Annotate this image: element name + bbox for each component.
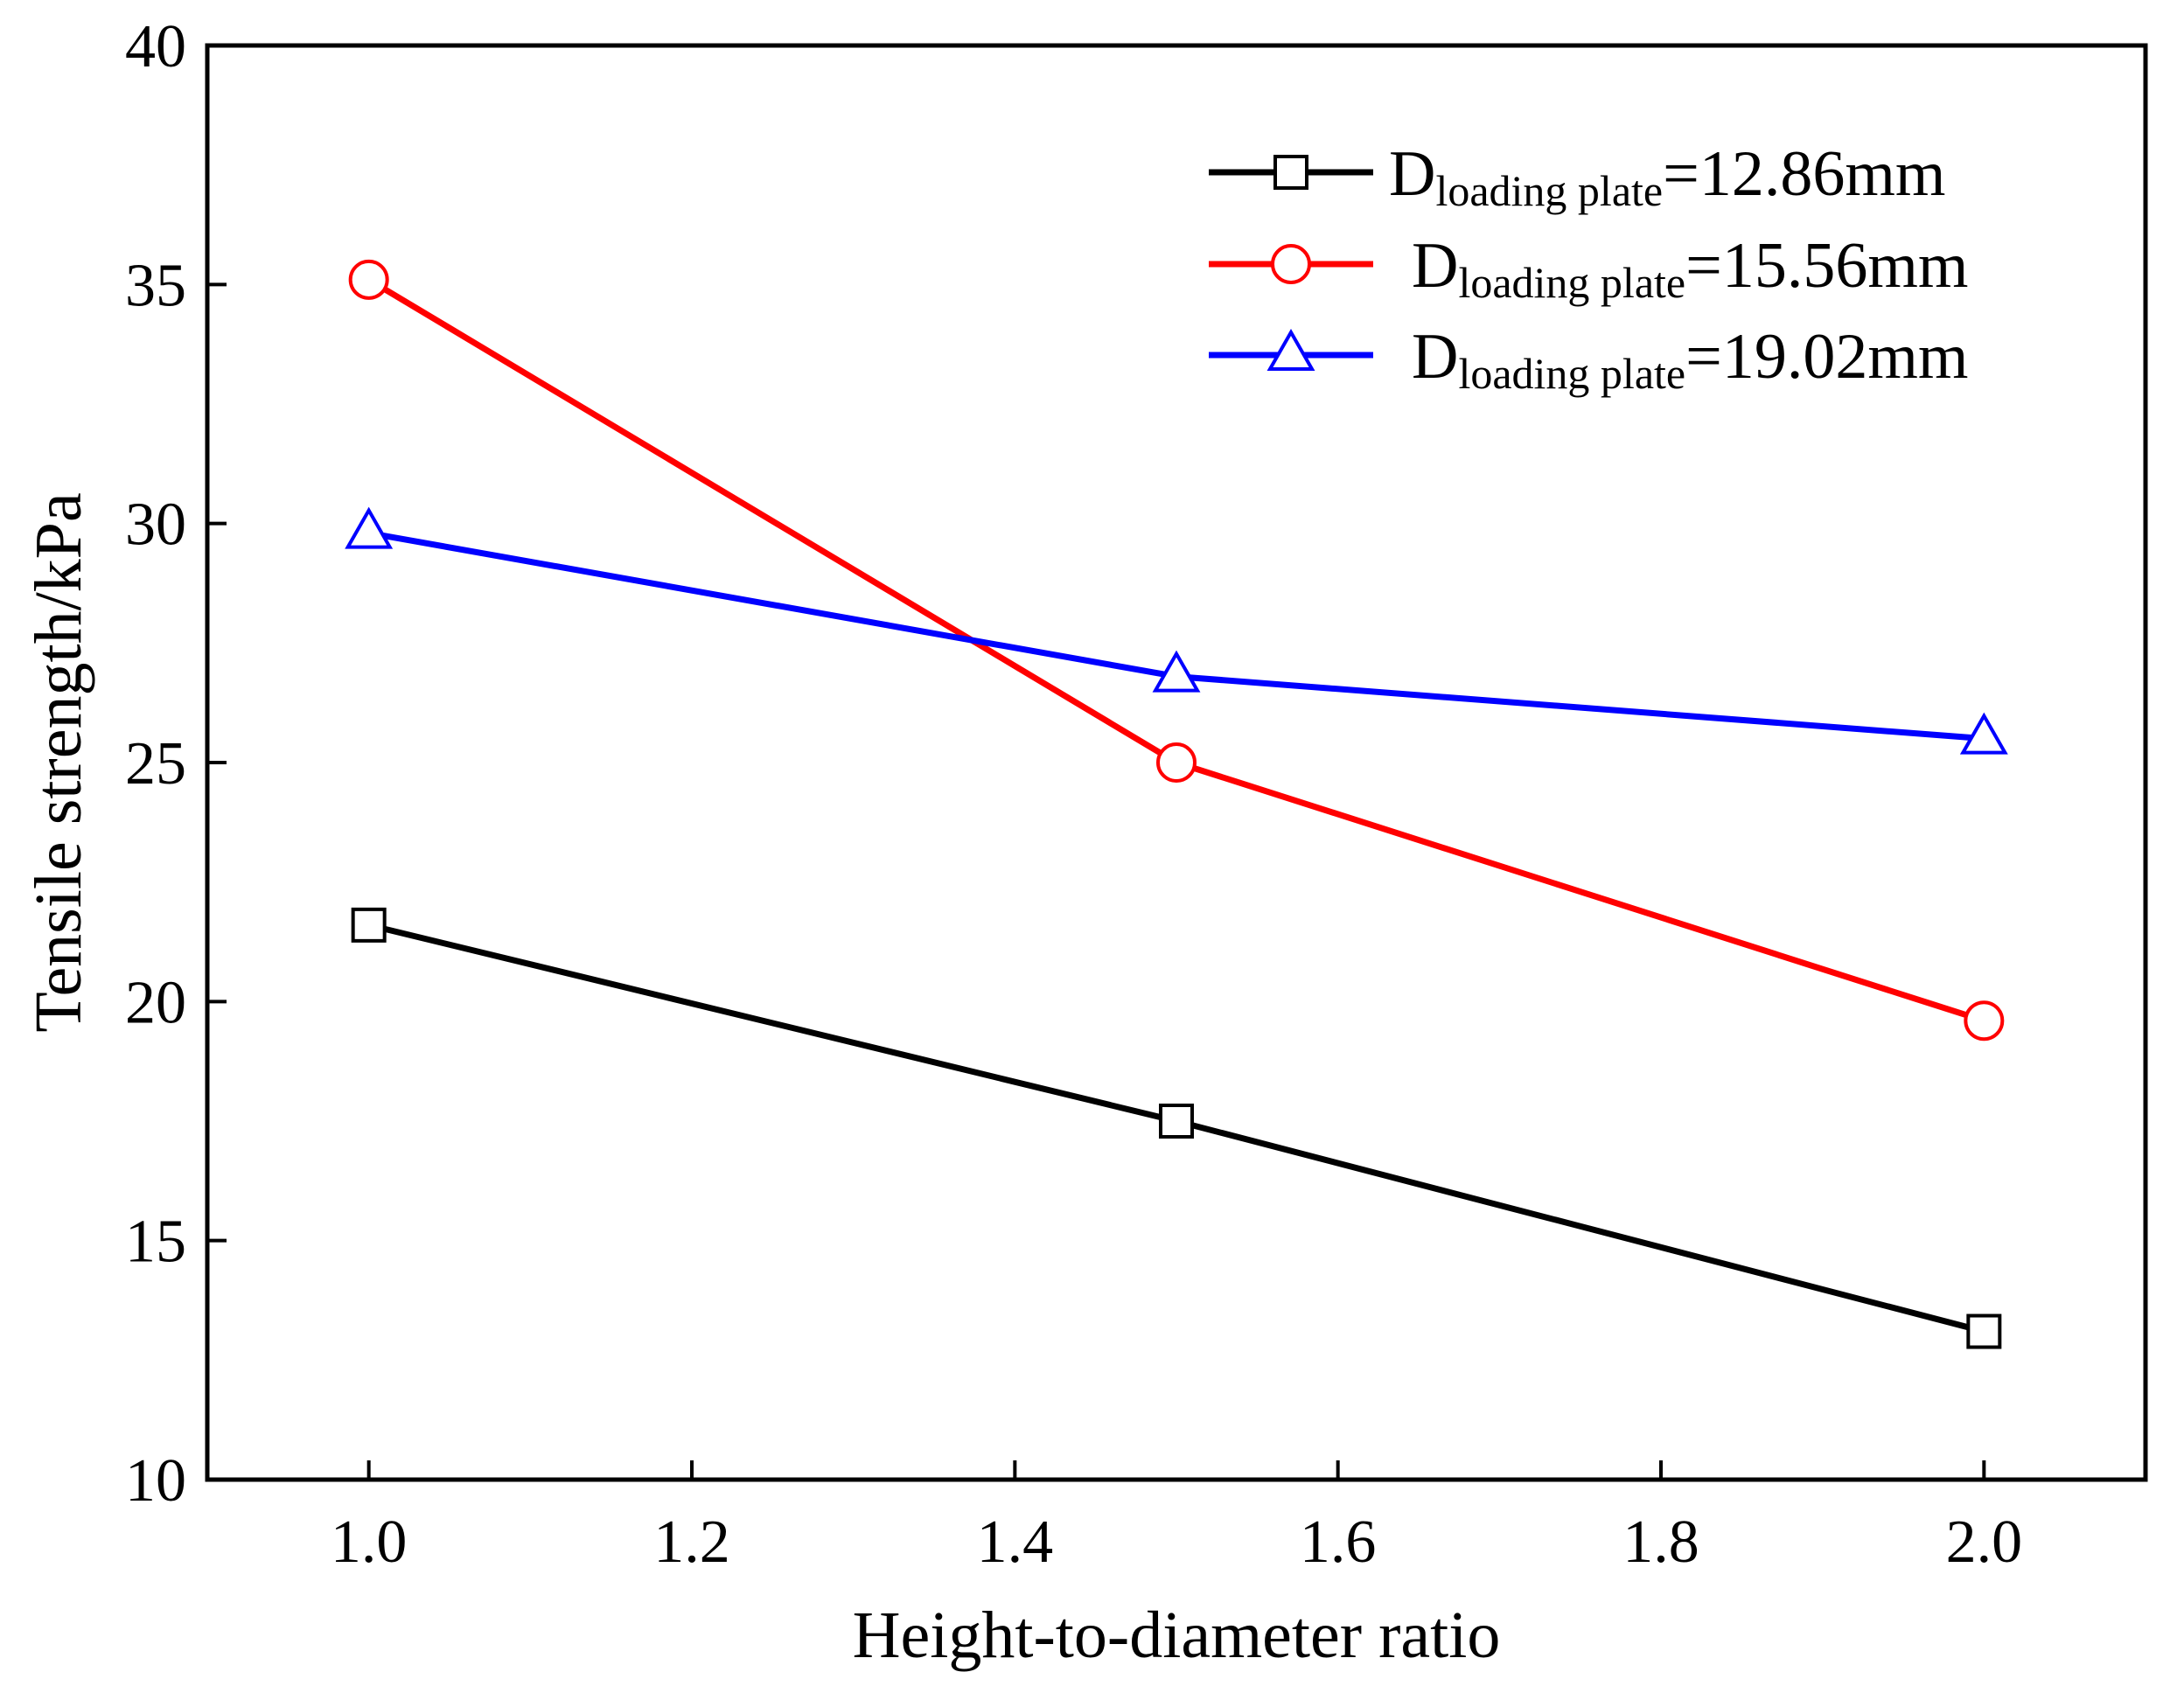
x-tick-label: 1.2 [653,1508,730,1576]
data-point [351,907,387,943]
data-point [348,259,389,300]
legend-label-sub: loading plate [1458,349,1685,398]
data-point [1159,1104,1194,1139]
legend-label-value: =15.56mm [1685,230,1968,302]
legend-label-main: D [1389,138,1435,210]
series-layer [345,259,2008,1349]
x-tick-label: 2.0 [1946,1508,2023,1576]
y-tick-label: 15 [125,1209,186,1276]
legend-label-main: D [1412,321,1458,393]
data-point [1964,1000,2005,1042]
data-point [1156,742,1197,783]
legend-label: Dloading plate=15.56mm [1412,230,1968,307]
legend-label-value: =19.02mm [1685,321,1968,393]
y-tick-label: 40 [125,13,186,80]
x-axis: 1.0 1.2 1.4 1.6 1.8 2.0 [331,1460,2022,1576]
x-tick-label: 1.4 [977,1508,1054,1576]
x-tick-label: 1.6 [1300,1508,1377,1576]
x-tick-label: 1.8 [1622,1508,1699,1576]
y-tick-label: 25 [125,730,186,798]
y-tick-label: 20 [125,969,186,1036]
y-tick-label: 30 [125,491,186,559]
data-point [345,506,394,549]
legend-label: Dloading plate=19.02mm [1412,321,1968,398]
series-line-3 [368,530,1985,742]
legend-marker [1273,155,1308,190]
y-tick-label: 10 [125,1447,186,1515]
data-point [1966,1313,2002,1349]
data-point [1959,712,2008,755]
data-point [1152,650,1201,693]
legend-marker [1266,328,1315,371]
legend-label: Dloading plate=12.86mm [1389,138,1945,215]
x-tick-label: 1.0 [331,1508,408,1576]
legend-marker [1271,244,1311,284]
x-axis-title: Height-to-diameter ratio [853,1599,1501,1672]
legend-label-value: =12.86mm [1663,138,1945,210]
legend-label-sub: loading plate [1458,258,1685,307]
legend-label-main: D [1412,230,1458,302]
legend-label-sub: loading plate [1435,166,1663,215]
y-tick-label: 35 [125,252,186,319]
y-axis-title: Tensile strength/kPa [22,492,95,1032]
y-axis: 10 15 20 25 30 35 40 [125,13,227,1515]
